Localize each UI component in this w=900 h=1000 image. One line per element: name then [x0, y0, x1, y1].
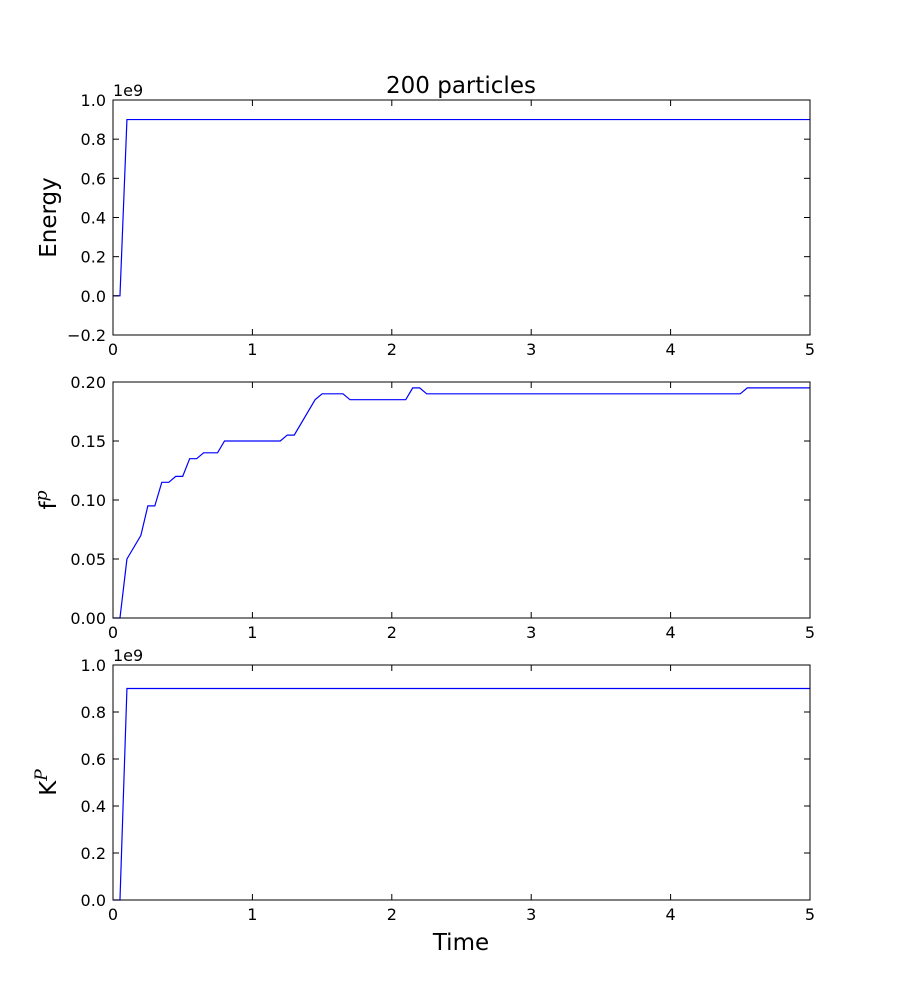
- y-tick-label-3-3: 0.6: [81, 750, 106, 769]
- x-tick-label-1-3: 3: [526, 340, 536, 359]
- y-tick-label-3-5: 1.0: [81, 656, 106, 675]
- y-tick-label-2-4: 0.20: [70, 373, 106, 392]
- axes-root: 0 1 2 3 4 5 −0.2 0.0 0.2 0.4 0.6 0.8 1.0 1e9 Energy 0 1 2…: [32, 81, 815, 924]
- y-tick-label-3-4: 0.8: [81, 703, 106, 722]
- x-tick-label-3-0: 0: [108, 905, 118, 924]
- x-tick-label-1-2: 2: [387, 340, 397, 359]
- subplot-2: 0 1 2 3 4 5 0.00 0.05 0.10 0.15 0.20 fp: [32, 373, 815, 642]
- x-tick-label-3-3: 3: [526, 905, 536, 924]
- x-tick-label-3-1: 1: [247, 905, 257, 924]
- x-tick-label-2-2: 2: [387, 623, 397, 642]
- y-axis-label-1: Energy: [36, 177, 62, 258]
- x-tick-label-1-4: 4: [666, 340, 676, 359]
- offset-text-1: 1e9: [113, 81, 143, 100]
- x-tick-label-2-4: 4: [666, 623, 676, 642]
- x-tick-label-2-3: 3: [526, 623, 536, 642]
- y-tick-label-2-0: 0.00: [70, 609, 106, 628]
- y-axis-label-sup-3: P: [32, 769, 52, 782]
- y-tick-label-1-2: 0.2: [81, 248, 106, 267]
- subplot-1: 0 1 2 3 4 5 −0.2 0.0 0.2 0.4 0.6 0.8 1.0 1e9 Energy: [36, 81, 815, 359]
- y-tick-label-2-2: 0.10: [70, 491, 106, 510]
- x-tick-label-2-1: 1: [247, 623, 257, 642]
- y-tick-label-1-0: −0.2: [67, 326, 106, 345]
- y-tick-label-1-4: 0.6: [81, 169, 106, 188]
- x-tick-label-2-0: 0: [108, 623, 118, 642]
- figure-title: 200 particles: [386, 73, 536, 99]
- axes-frame-3: [112, 664, 811, 901]
- y-tick-label-3-2: 0.4: [81, 797, 106, 816]
- x-tick-label-3-4: 4: [666, 905, 676, 924]
- x-tick-label-1-0: 0: [108, 340, 118, 359]
- x-tick-label-2-5: 5: [805, 623, 815, 642]
- y-axis-label-sup-2: p: [32, 490, 52, 501]
- y-axis-label-2: fp: [32, 490, 62, 509]
- offset-text-3: 1e9: [113, 646, 143, 665]
- x-tick-label-3-5: 5: [805, 905, 815, 924]
- x-tick-label-1-1: 1: [247, 340, 257, 359]
- y-tick-label-2-3: 0.15: [70, 432, 106, 451]
- subplot-3: 0 1 2 3 4 5 0.0 0.2 0.4 0.6 0.8 1.0 1e9 KP: [32, 646, 815, 924]
- y-tick-label-1-1: 0.0: [81, 287, 106, 306]
- x-tick-label-3-2: 2: [387, 905, 397, 924]
- series-line-2-1: [113, 387, 810, 619]
- x-axis-label: Time: [432, 930, 489, 956]
- y-axis-label-3: KP: [32, 769, 62, 796]
- y-tick-label-2-1: 0.05: [70, 550, 106, 569]
- y-tick-label-1-3: 0.4: [81, 209, 106, 228]
- x-tick-label-1-5: 5: [805, 340, 815, 359]
- y-tick-label-1-5: 0.8: [81, 130, 106, 149]
- y-tick-label-3-0: 0.0: [81, 891, 106, 910]
- y-tick-label-3-1: 0.2: [81, 844, 106, 863]
- y-tick-label-1-6: 1.0: [81, 91, 106, 110]
